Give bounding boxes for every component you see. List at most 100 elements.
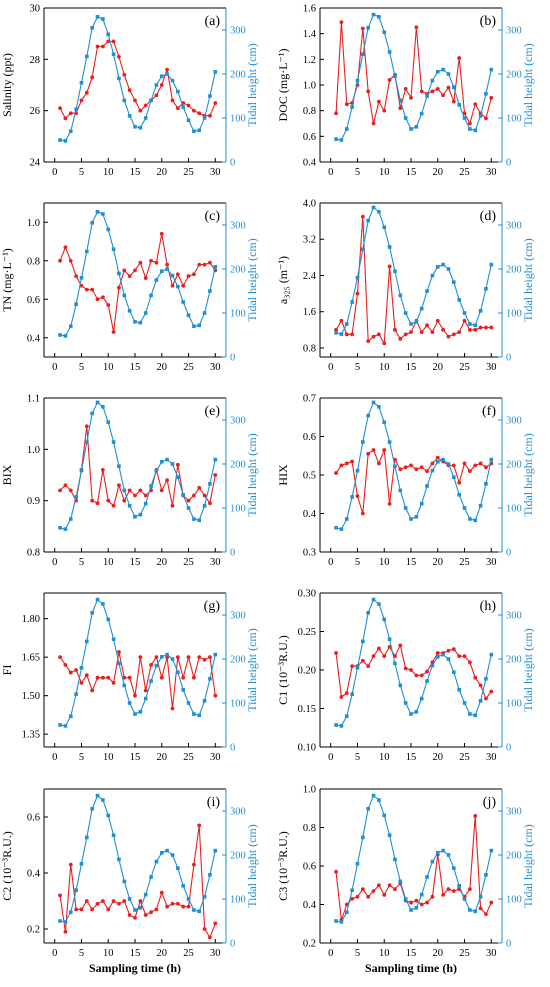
parameter-point xyxy=(435,651,440,655)
tidal-height-point xyxy=(122,293,127,298)
parameter-point xyxy=(484,116,488,121)
tidal-height-point xyxy=(344,322,349,326)
panel-label: (h) xyxy=(480,599,497,614)
parameter-point xyxy=(334,111,338,116)
parameter-point xyxy=(435,86,440,91)
y-tick-label: 0.10 xyxy=(298,743,316,754)
parameter-point xyxy=(165,478,170,483)
x-tick-label: 10 xyxy=(379,557,390,568)
tidal-height-point xyxy=(361,639,365,644)
parameter-point xyxy=(138,655,143,660)
y-tick-label: 0.4 xyxy=(27,869,41,880)
parameter-point xyxy=(457,480,462,485)
y2-tick-label: 200 xyxy=(506,70,522,81)
y2-tick-label: 100 xyxy=(506,504,522,515)
y2-tick-label: 200 xyxy=(506,655,522,666)
tidal-height-point xyxy=(159,655,164,659)
parameter-point xyxy=(117,285,121,290)
tidal-height-point xyxy=(403,506,408,510)
parameter-point xyxy=(68,670,73,675)
parameter-point xyxy=(409,900,413,905)
parameter-point xyxy=(143,103,148,108)
tidal-height-point xyxy=(457,493,461,497)
tidal-height-point xyxy=(403,311,408,315)
tidal-height-point xyxy=(58,526,62,530)
tidal-height-point xyxy=(95,597,100,602)
parameter-point xyxy=(467,469,472,474)
tidal-height-point xyxy=(435,655,440,659)
tidal-height-point xyxy=(90,221,94,225)
panel-label: (b) xyxy=(480,14,497,29)
x-tick-label: 15 xyxy=(406,752,417,763)
y2-axis-label: Tidal height (cm) xyxy=(245,238,259,322)
y2-tick-label: 0 xyxy=(506,548,511,559)
parameter-point xyxy=(350,664,355,669)
tidal-height-point xyxy=(382,30,387,34)
tidal-height-point xyxy=(419,892,424,897)
y-tick-label: 24 xyxy=(30,158,41,169)
y-axis-label: BIX xyxy=(0,464,14,485)
tidal-height-point xyxy=(414,320,419,324)
y-tick-label: 0.4 xyxy=(303,509,317,520)
parameter-point xyxy=(457,56,462,60)
parameter-point xyxy=(409,463,413,468)
parameter-point xyxy=(79,907,84,912)
x-tick-label: 30 xyxy=(210,167,221,178)
tidal-height-point xyxy=(106,813,111,818)
parameter-point xyxy=(186,904,191,909)
tidal-height-point xyxy=(339,332,344,336)
parameter-point xyxy=(382,108,387,113)
parameter-point xyxy=(58,655,62,660)
tidal-height-point xyxy=(387,440,392,444)
parameter-point xyxy=(339,695,344,699)
parameter-point xyxy=(127,88,132,93)
parameter-point xyxy=(170,283,175,288)
tidal-height-point xyxy=(58,723,62,727)
tidal-height-point xyxy=(101,602,105,606)
parameter-point xyxy=(106,907,111,912)
tidal-height-point xyxy=(149,875,153,879)
tidal-height-point xyxy=(170,657,175,661)
panel-d: 0 5 10 15 20 25 30 0.8 1.6 2.4 3.2 4.0 0 100 200 300 a₃₂… xyxy=(276,199,535,374)
panel-g: 0 5 10 15 20 25 30 1.35 1.50 1.65 1.80 0 100 200 300 FI… xyxy=(0,592,259,763)
parameter-point xyxy=(446,334,451,339)
tidal-height-point xyxy=(489,457,494,462)
parameter-point xyxy=(111,39,116,44)
parameter-point xyxy=(355,494,360,499)
tidal-height-point xyxy=(409,908,413,912)
tidal-height-point xyxy=(143,696,148,701)
parameter-line xyxy=(335,22,492,125)
tidal-height-point xyxy=(165,72,169,76)
tidal-height-point xyxy=(468,712,472,716)
tidal-height-point xyxy=(393,661,397,666)
tidal-height-point xyxy=(382,225,387,229)
x-tick-label: 5 xyxy=(355,362,360,373)
parameter-point xyxy=(393,327,397,332)
x-tick-label: 5 xyxy=(79,167,84,178)
tidal-height-point xyxy=(468,517,472,521)
tidal-height-point xyxy=(414,125,419,129)
parameter-point xyxy=(127,675,132,680)
y-tick-label: 0.6 xyxy=(303,862,316,873)
tidal-height-point xyxy=(489,848,494,853)
parameter-point xyxy=(154,907,159,912)
parameter-point xyxy=(95,297,100,302)
parameter-point xyxy=(376,461,381,466)
y2-tick-label: 0 xyxy=(230,743,235,754)
parameter-point xyxy=(197,655,202,660)
tidal-height-point xyxy=(462,701,467,705)
x-tick-label: 5 xyxy=(79,948,84,959)
tidal-height-point xyxy=(462,506,467,510)
y2-axis-label: Tidal height (cm) xyxy=(521,43,535,127)
parameter-point xyxy=(191,675,196,680)
tidal-height-point xyxy=(441,848,445,853)
y2-tick-label: 300 xyxy=(506,416,522,427)
tidal-height-point xyxy=(68,517,73,521)
tidal-height-point xyxy=(473,323,478,328)
parameter-point xyxy=(202,927,207,931)
tidal-height-point xyxy=(425,679,429,683)
tidal-height-point xyxy=(197,128,202,133)
y-tick-label: 0.20 xyxy=(298,666,316,677)
parameter-point xyxy=(398,643,403,648)
tidal-height-point xyxy=(430,859,435,864)
